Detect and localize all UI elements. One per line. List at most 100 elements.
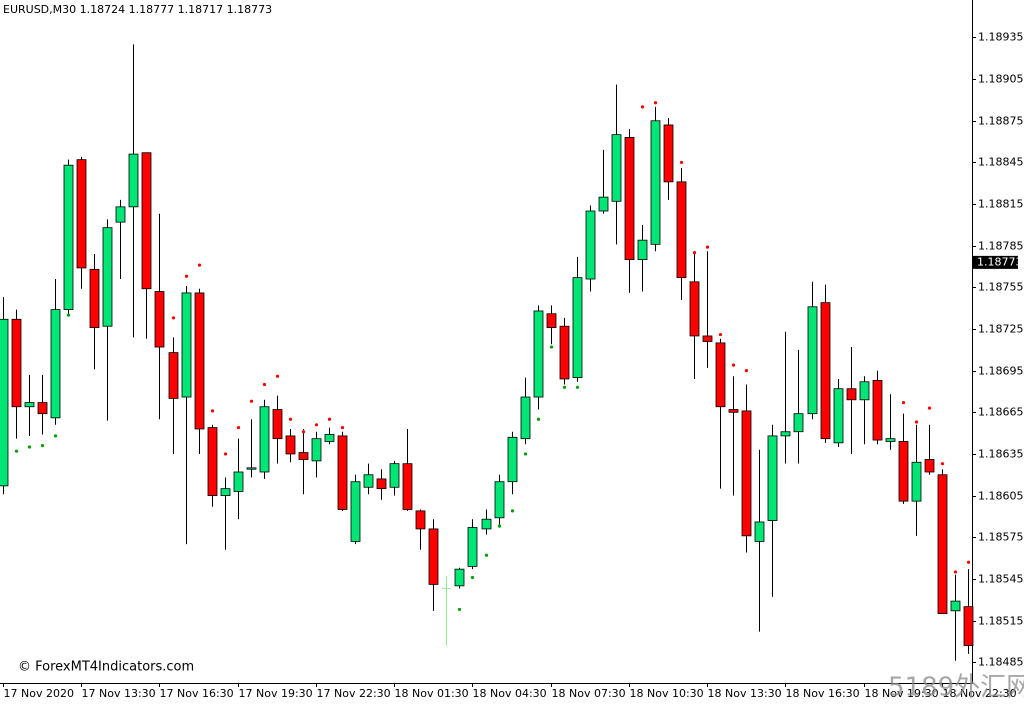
y-tick-label: 1.18605 [978, 490, 1024, 503]
candle-body [415, 510, 426, 530]
candle-body [141, 152, 152, 290]
signal-dot [197, 263, 202, 267]
candle-body [572, 277, 583, 378]
signal-dot [457, 607, 462, 612]
candle-body [715, 342, 726, 408]
signal-dot [705, 245, 710, 249]
signal-dot [927, 406, 932, 410]
x-tick-label: 17 Nov 13:30 [82, 687, 156, 700]
signal-dot [171, 316, 176, 320]
signal-dot [953, 570, 958, 574]
candle-body [181, 292, 192, 398]
candle-body [533, 310, 544, 398]
candle-body [624, 137, 635, 260]
signal-dot [940, 462, 945, 466]
header-low: 1.18717 [178, 3, 224, 16]
x-tick-label: 18 Nov 16:30 [786, 687, 860, 700]
signal-dot [562, 385, 567, 389]
candle-body [793, 413, 804, 433]
header-high: 1.18777 [129, 3, 175, 16]
candle-body [859, 381, 870, 401]
candle-body [259, 406, 270, 473]
signal-dot [184, 274, 189, 278]
candle-body [911, 461, 922, 502]
signal-dot [210, 409, 215, 413]
signal-dot [484, 553, 489, 557]
watermark: 5189外汇网 [888, 673, 1024, 703]
y-tick-label: 1.18545 [978, 573, 1024, 586]
candle-body [676, 181, 687, 279]
y-tick-label: 1.18935 [978, 31, 1024, 44]
candle-body [820, 302, 831, 440]
candle-body [467, 527, 478, 567]
candle-body [298, 452, 309, 460]
y-tick-label: 1.18485 [978, 656, 1024, 669]
candle-body [285, 435, 296, 455]
signal-dot [327, 417, 332, 421]
x-tick-label: 17 Nov 19:30 [239, 687, 313, 700]
signal-dot [536, 417, 541, 421]
candle-body [598, 196, 609, 212]
candle-body [663, 124, 674, 183]
candle-body [220, 488, 231, 496]
candle-body [337, 435, 348, 510]
symbol: EURUSD,M30 [3, 3, 76, 16]
candle-body [885, 438, 896, 442]
candle-body [37, 402, 48, 415]
candle-body [937, 474, 948, 614]
candle-body [846, 388, 857, 401]
x-tick-label: 17 Nov 16:30 [160, 687, 234, 700]
copyright: © ForexMT4Indicators.com [18, 660, 194, 675]
candle-body [428, 528, 439, 585]
candle-body [754, 521, 765, 542]
signal-dot [640, 105, 645, 109]
candle-body [11, 318, 22, 408]
y-tick-label: 1.18695 [978, 365, 1024, 378]
candle-body [520, 396, 531, 440]
candle-body [0, 318, 9, 487]
candle-body [233, 471, 244, 492]
signal-dot [497, 524, 502, 528]
candle-body [611, 134, 622, 202]
x-tick-label: 18 Nov 01:30 [395, 687, 469, 700]
signal-dot [692, 251, 697, 255]
current-price-box [973, 255, 1018, 269]
signal-dot [731, 363, 736, 367]
signal-dot [314, 423, 319, 427]
candle-body [154, 291, 165, 348]
signal-dot [575, 385, 580, 389]
candle-body [194, 292, 205, 430]
signal-dot [470, 575, 475, 580]
candle-body [650, 120, 661, 245]
candle-body [494, 481, 505, 519]
candle-body [402, 463, 413, 510]
candle-body [102, 227, 113, 327]
y-tick-label: 1.18785 [978, 240, 1024, 253]
candle-body [324, 434, 335, 442]
x-tick-label: 18 Nov 10:30 [630, 687, 704, 700]
header-close: 1.18773 [227, 3, 273, 16]
signal-dot [340, 425, 345, 430]
current-price-label: 1.18773 [977, 255, 1023, 268]
candle-body [702, 335, 713, 342]
candle-body [89, 268, 100, 329]
candle-body [546, 313, 557, 329]
candle-body [872, 379, 883, 441]
signal-dot [744, 369, 749, 373]
y-tick-label: 1.18905 [978, 73, 1024, 86]
candle-body [559, 325, 570, 380]
candle-body [24, 402, 35, 408]
candle-body [50, 309, 61, 419]
x-tick-label: 18 Nov 19:30 [865, 687, 939, 700]
signal-dot [53, 434, 58, 438]
y-tick-label: 1.18665 [978, 406, 1024, 419]
y-tick-label: 1.18725 [978, 323, 1024, 336]
candle-body [363, 474, 374, 488]
signal-dot [718, 332, 723, 337]
candle-body [728, 409, 739, 413]
candle-body [168, 352, 179, 399]
signal-dot [262, 382, 267, 387]
signal-dot [301, 430, 306, 434]
x-tick-label: 18 Nov 13:30 [708, 687, 782, 700]
